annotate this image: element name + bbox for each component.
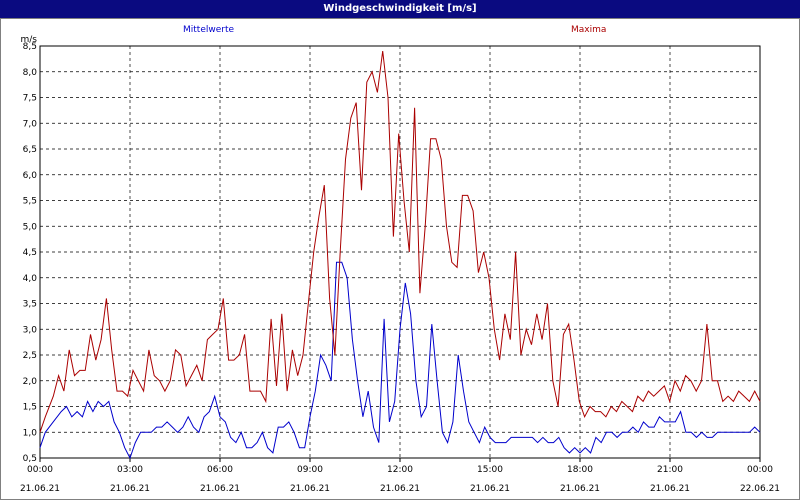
x-tick-date: 22.06.21 <box>740 484 780 494</box>
x-tick-date: 21.06.21 <box>380 484 420 494</box>
series-line-maxima <box>39 51 761 433</box>
x-tick-time: 03:00 <box>117 465 143 475</box>
y-tick-label: 1,5 <box>23 403 37 413</box>
y-tick-label: 2,0 <box>23 377 38 387</box>
y-tick-label: 5,5 <box>23 197 37 207</box>
y-tick-label: 4,0 <box>23 274 38 284</box>
x-tick-date: 21.06.21 <box>470 484 510 494</box>
y-tick-label: 3,5 <box>23 300 37 310</box>
y-tick-label: 6,0 <box>23 171 38 181</box>
legend-maxima: Maxima <box>571 25 607 35</box>
y-tick-label: 5,0 <box>23 222 38 232</box>
x-tick-time: 15:00 <box>477 465 503 475</box>
y-tick-label: 0,5 <box>23 454 37 464</box>
x-tick-date: 21.06.21 <box>20 484 60 494</box>
x-tick-date: 21.06.21 <box>560 484 600 494</box>
x-tick-date: 21.06.21 <box>650 484 690 494</box>
y-tick-label: 4,5 <box>23 248 37 258</box>
x-tick-time: 18:00 <box>567 465 593 475</box>
x-tick-time: 09:00 <box>297 465 323 475</box>
x-tick-time: 00:00 <box>27 465 53 475</box>
y-tick-label: 8,5 <box>23 42 37 52</box>
y-tick-label: 2,5 <box>23 351 37 361</box>
y-tick-label: 7,0 <box>23 119 38 129</box>
window-title: Windgeschwindigkeit [m/s] <box>0 0 800 18</box>
y-tick-label: 3,0 <box>23 325 38 335</box>
series-line-mittelwerte <box>39 261 761 460</box>
x-tick-time: 00:00 <box>747 465 773 475</box>
x-tick-time: 06:00 <box>207 465 233 475</box>
y-tick-label: 6,5 <box>23 145 37 155</box>
x-tick-date: 21.06.21 <box>110 484 150 494</box>
line-chart: 0,5 1,0 1,5 2,0 2,5 3,0 3,5 4,0 4,5 5,0 5,5 6,0 6,5 7… <box>20 35 780 494</box>
legend-mittelwerte: Mittelwerte <box>183 25 235 35</box>
y-tick-label: 1,0 <box>23 428 38 438</box>
y-tick-label: 8,0 <box>23 68 38 78</box>
x-tick-date: 21.06.21 <box>200 484 240 494</box>
y-tick-label: 7,5 <box>23 94 37 104</box>
x-tick-time: 12:00 <box>387 465 413 475</box>
x-tick-date: 21.06.21 <box>290 484 330 494</box>
y-axis-label: m/s <box>21 35 38 45</box>
x-tick-time: 21:00 <box>657 465 683 475</box>
